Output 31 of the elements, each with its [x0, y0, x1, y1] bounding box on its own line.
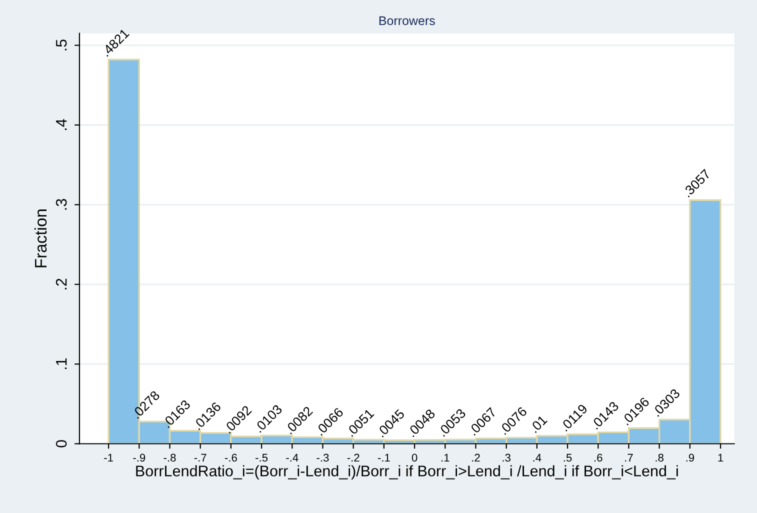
x-tick-label: -.8 [164, 454, 176, 462]
x-tick-label: -.4 [286, 454, 298, 462]
y-axis-title: Fraction [34, 210, 47, 268]
x-tick-label: -1 [104, 454, 113, 462]
x-tick-label: 1 [718, 454, 724, 462]
y-tick-label: .1 [56, 358, 67, 370]
x-tick-label: .4 [533, 454, 542, 462]
x-tick-label: .3 [502, 454, 510, 462]
x-tick-label: -.3 [316, 454, 329, 462]
chart-title: Borrowers [379, 16, 435, 26]
y-tick-label: .5 [56, 40, 67, 50]
x-tick-label: .5 [564, 454, 572, 462]
x-tick-label: .8 [656, 454, 664, 462]
x-tick-label: -.1 [378, 454, 390, 462]
y-tick-label: .3 [56, 198, 67, 210]
x-tick-label: 0 [412, 454, 418, 462]
x-tick-label: .1 [442, 454, 450, 462]
x-tick-label: .7 [625, 454, 633, 462]
x-tick-label: -.6 [224, 454, 237, 462]
data-label: .01 [529, 414, 548, 434]
x-tick-label: -.5 [256, 454, 268, 462]
x-tick-label: -.7 [194, 454, 206, 462]
x-axis-title: BorrLendRatio_i=(Borr_i-Lend_i)/Borr_i if Borr_i>Lend_i /Lend_i if Borr_i<Lend_i [136, 465, 678, 480]
x-tick-label: .9 [686, 454, 694, 462]
y-tick-label: .4 [56, 119, 67, 130]
x-tick-label: .2 [472, 454, 480, 462]
x-tick-label: -.9 [133, 454, 146, 462]
x-tick-label: .6 [594, 454, 602, 462]
y-tick-label: 0 [56, 440, 67, 448]
y-tick-label: .2 [56, 278, 67, 290]
x-tick-label: -.2 [347, 454, 360, 462]
